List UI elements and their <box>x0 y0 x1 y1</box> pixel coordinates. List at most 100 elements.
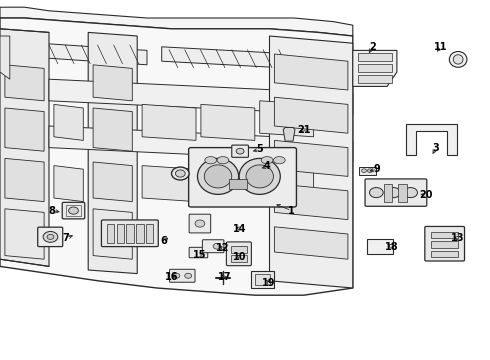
Text: 6: 6 <box>161 236 168 246</box>
FancyBboxPatch shape <box>62 202 85 219</box>
Bar <box>229 179 247 189</box>
Polygon shape <box>88 32 137 274</box>
Polygon shape <box>49 79 353 115</box>
Polygon shape <box>274 227 348 259</box>
Bar <box>431 232 458 238</box>
Polygon shape <box>260 101 314 137</box>
Bar <box>146 224 153 243</box>
Ellipse shape <box>239 158 280 194</box>
Ellipse shape <box>185 273 192 278</box>
Polygon shape <box>260 162 314 198</box>
Ellipse shape <box>173 273 180 278</box>
Polygon shape <box>93 209 132 259</box>
Polygon shape <box>49 126 353 162</box>
Ellipse shape <box>246 165 273 188</box>
Ellipse shape <box>175 170 185 177</box>
Text: 9: 9 <box>374 164 381 174</box>
Polygon shape <box>54 166 83 202</box>
Polygon shape <box>201 104 255 140</box>
Bar <box>126 224 134 243</box>
Ellipse shape <box>204 165 232 188</box>
Polygon shape <box>274 97 348 133</box>
Text: 7: 7 <box>63 233 70 243</box>
Text: 2: 2 <box>369 42 376 52</box>
Bar <box>431 251 458 257</box>
Text: 17: 17 <box>218 272 231 282</box>
Ellipse shape <box>453 55 463 64</box>
Polygon shape <box>93 108 132 151</box>
FancyBboxPatch shape <box>425 226 465 261</box>
Bar <box>398 184 407 202</box>
Bar <box>107 224 114 243</box>
Ellipse shape <box>213 243 221 249</box>
Bar <box>359 167 376 175</box>
Polygon shape <box>5 158 44 202</box>
Polygon shape <box>201 166 255 202</box>
Ellipse shape <box>261 157 273 164</box>
Bar <box>251 271 274 288</box>
Polygon shape <box>274 184 348 220</box>
Polygon shape <box>142 104 196 140</box>
Ellipse shape <box>362 169 367 172</box>
FancyBboxPatch shape <box>189 148 296 207</box>
Ellipse shape <box>205 157 217 164</box>
Ellipse shape <box>195 220 205 227</box>
FancyBboxPatch shape <box>189 214 211 233</box>
Ellipse shape <box>387 188 400 198</box>
Text: 11: 11 <box>434 42 448 52</box>
FancyBboxPatch shape <box>170 269 195 282</box>
Polygon shape <box>162 47 294 68</box>
Text: 14: 14 <box>233 224 247 234</box>
Polygon shape <box>5 108 44 151</box>
Polygon shape <box>39 43 147 65</box>
Ellipse shape <box>273 157 285 164</box>
FancyBboxPatch shape <box>202 240 224 253</box>
Ellipse shape <box>236 148 244 154</box>
Polygon shape <box>142 166 196 202</box>
FancyBboxPatch shape <box>38 227 63 247</box>
Ellipse shape <box>43 231 58 242</box>
Text: 20: 20 <box>419 190 433 200</box>
Bar <box>255 274 270 285</box>
FancyBboxPatch shape <box>101 220 158 247</box>
Polygon shape <box>353 50 397 86</box>
Ellipse shape <box>197 158 239 194</box>
Text: 13: 13 <box>451 233 465 243</box>
Text: 5: 5 <box>256 144 263 154</box>
Bar <box>358 53 392 61</box>
Polygon shape <box>93 65 132 101</box>
Text: 21: 21 <box>297 125 311 135</box>
Text: 16: 16 <box>165 272 178 282</box>
Text: 4: 4 <box>264 161 270 171</box>
Text: 19: 19 <box>262 278 275 288</box>
Polygon shape <box>0 7 353 36</box>
Bar <box>66 205 81 216</box>
Polygon shape <box>0 36 10 79</box>
FancyBboxPatch shape <box>189 247 208 258</box>
Polygon shape <box>406 124 457 155</box>
FancyBboxPatch shape <box>365 179 427 206</box>
Polygon shape <box>93 162 132 202</box>
Text: 15: 15 <box>193 249 207 260</box>
Text: 18: 18 <box>385 242 399 252</box>
Ellipse shape <box>404 188 417 198</box>
Polygon shape <box>5 65 44 101</box>
Text: 8: 8 <box>48 206 55 216</box>
FancyBboxPatch shape <box>232 145 248 157</box>
Ellipse shape <box>172 167 189 180</box>
Text: 12: 12 <box>216 243 230 253</box>
Bar <box>117 224 124 243</box>
Polygon shape <box>0 29 49 266</box>
Bar <box>358 64 392 72</box>
Text: 10: 10 <box>233 252 247 262</box>
Bar <box>231 246 247 253</box>
Ellipse shape <box>217 157 229 164</box>
Bar <box>136 224 144 243</box>
Ellipse shape <box>369 188 383 198</box>
Text: 3: 3 <box>433 143 440 153</box>
FancyBboxPatch shape <box>226 242 251 266</box>
Ellipse shape <box>47 234 54 239</box>
Polygon shape <box>283 127 295 141</box>
Bar <box>367 239 393 254</box>
Ellipse shape <box>69 207 78 214</box>
